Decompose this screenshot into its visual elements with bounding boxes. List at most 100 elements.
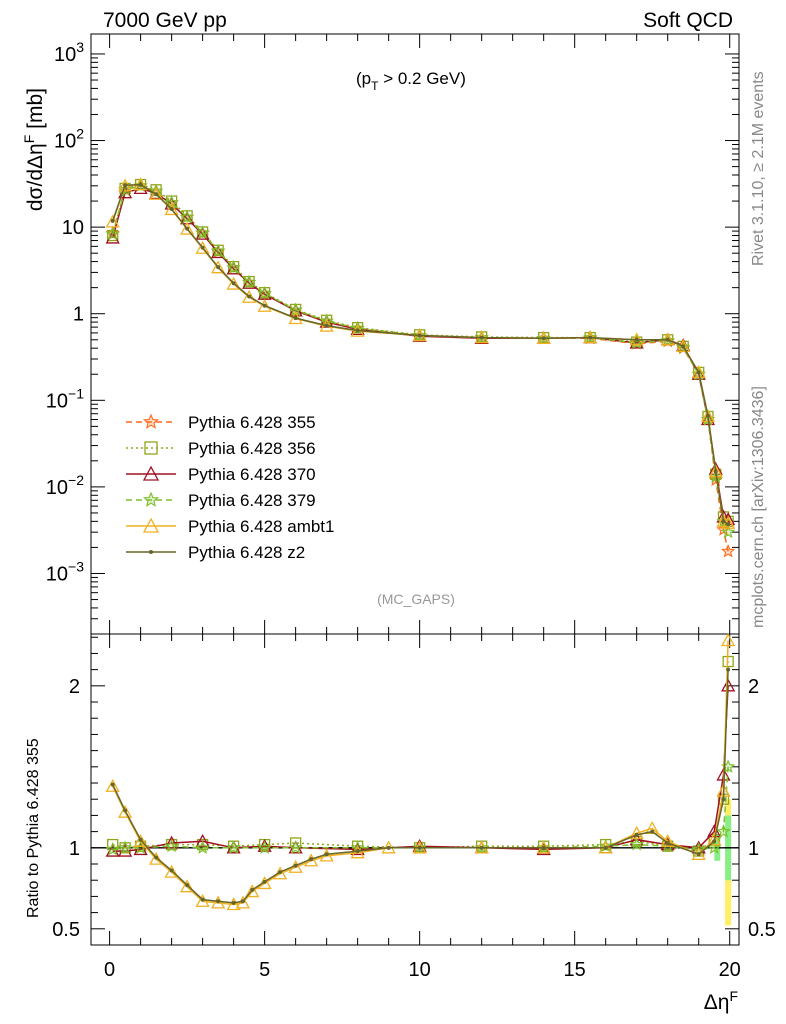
ratio-y-axis-title: Ratio to Pythia 6.428 355 [25, 738, 42, 918]
ratio-data-point [721, 678, 736, 692]
main-data-point [123, 183, 128, 188]
main-data-point [164, 202, 179, 216]
main-data-point [721, 543, 736, 558]
legend-marker [149, 550, 153, 554]
ratio-data-point [138, 837, 143, 842]
ratio-data-point [629, 825, 644, 839]
main-data-point [105, 226, 120, 241]
ratio-y-tick-label-right: 2 [748, 676, 759, 698]
legend-marker [142, 517, 160, 533]
ratio-data-point [226, 897, 241, 911]
main-data-point [242, 274, 257, 289]
ratio-data-point [110, 782, 115, 787]
main-data-point [324, 323, 329, 328]
ratio-data-point [712, 839, 717, 844]
x-tick-label: 20 [719, 959, 741, 981]
main-data-point [705, 413, 710, 418]
main-data-point [262, 303, 267, 308]
ratio-data-point [288, 840, 303, 854]
main-data-point [355, 328, 360, 333]
ratio-data-point [164, 838, 179, 853]
ratio-data-point [541, 845, 546, 850]
ratio-data-point [417, 845, 422, 850]
main-data-point [185, 226, 190, 231]
ratio-data-point [278, 870, 283, 875]
main-series-line [111, 183, 729, 525]
main-data-point [417, 333, 422, 338]
main-data-point [257, 298, 272, 312]
main-data-point [541, 336, 546, 341]
main-data-point [700, 412, 716, 426]
ratio-data-point [665, 840, 670, 845]
main-data-point [169, 206, 174, 211]
ratio-data-point [105, 778, 120, 792]
ratio-data-point [634, 832, 639, 837]
main-data-point [110, 218, 115, 223]
header-left-title: 7000 GeV pp [103, 9, 227, 32]
ratio-data-point [107, 838, 119, 851]
x-tick-labels: 0 5 10 15 20 [104, 959, 741, 981]
ratio-data-point [726, 667, 731, 672]
ratio-data-point [149, 851, 164, 865]
main-y-tick-label: 1 [73, 304, 84, 326]
legend-label: Pythia 6.428 379 [188, 491, 316, 510]
ratio-data-point [211, 895, 226, 909]
main-series-layer [105, 177, 736, 558]
ratio-data-point [195, 833, 210, 847]
x-tick-label: 10 [409, 959, 431, 981]
main-data-point [211, 260, 226, 274]
main-data-point [588, 335, 593, 340]
main-data-point [195, 225, 210, 239]
ratio-data-point [716, 824, 731, 838]
rivet-version-label: Rivet 3.1.10, ≥ 2.1M events [750, 71, 767, 266]
main-data-point [195, 240, 210, 254]
main-y-tick-label: 10 [62, 217, 84, 239]
legend-marker [142, 465, 160, 481]
main-data-point [105, 214, 120, 228]
ratio-data-point [257, 840, 272, 854]
main-y-tick-label: 103 [54, 39, 84, 66]
main-y-tick-label: 10−3 [46, 558, 84, 585]
main-data-point [634, 337, 639, 342]
main-data-point [216, 265, 221, 270]
ratio-data-point [226, 840, 241, 854]
main-data-point [721, 524, 736, 539]
x-tick-label: 15 [564, 959, 586, 981]
ratio-data-point [180, 879, 195, 893]
ratio-data-point [262, 879, 267, 884]
ratio-data-point [154, 855, 159, 860]
main-data-point [726, 522, 731, 527]
main-data-point [226, 276, 241, 290]
main-data-point [138, 182, 143, 187]
ratio-data-point [324, 852, 329, 857]
main-y-tick-label: 10−2 [46, 472, 84, 499]
main-data-point [257, 285, 272, 300]
legend-label: Pythia 6.428 355 [188, 413, 316, 432]
ratio-panel-frame [90, 633, 740, 946]
ratio-data-point [293, 863, 298, 868]
main-data-point [149, 186, 164, 200]
legend-label: Pythia 6.428 370 [188, 465, 316, 484]
source-label: mcplots.cern.ch [arXiv:1306.3436] [750, 386, 767, 628]
main-data-point [721, 519, 726, 524]
main-data-point [107, 229, 119, 242]
x-axis-title: ΔηF [704, 988, 738, 1014]
ratio-data-point [721, 797, 726, 802]
main-data-point [665, 337, 670, 342]
header-right-title: Soft QCD [643, 9, 733, 32]
x-tick-label: 0 [104, 959, 115, 981]
main-data-point [691, 366, 706, 380]
ratio-data-point [629, 837, 644, 851]
legend-label: Pythia 6.428 356 [188, 439, 316, 458]
legend-marker [144, 441, 158, 455]
legend-marker [142, 491, 160, 507]
main-data-point [293, 316, 298, 321]
ratio-data-point [216, 899, 221, 904]
ratio-data-point [721, 633, 736, 647]
main-data-point [242, 289, 257, 303]
main-data-point [211, 243, 226, 258]
ratio-data-point [479, 845, 484, 850]
ratio-y-tick-labels: 0.5 0.5 1 1 2 2 [52, 676, 776, 941]
main-axis-ticks [91, 34, 739, 635]
ratio-y-tick-label-right: 0.5 [748, 919, 776, 941]
